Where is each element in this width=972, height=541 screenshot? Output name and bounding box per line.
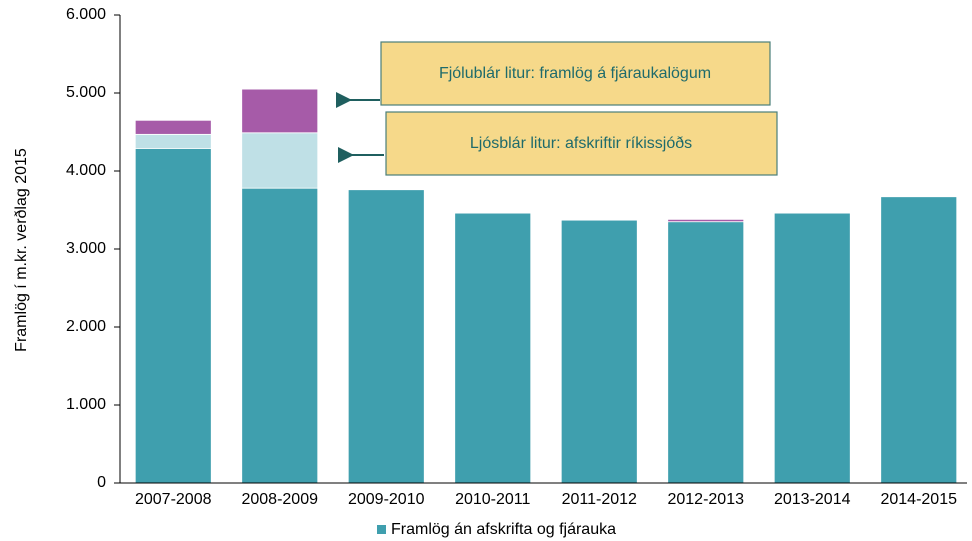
- x-tick-label: 2008-2009: [241, 491, 318, 508]
- annotation: Ljósblár litur: afskriftir ríkissjóðs: [470, 135, 692, 152]
- bar-segment: [667, 221, 745, 484]
- annotation-box: [380, 41, 771, 106]
- bar-segment: [241, 88, 319, 134]
- x-tick-label: 2010-2011: [455, 491, 530, 508]
- bar-segment: [241, 187, 319, 484]
- y-tick-label: 1.000: [66, 396, 106, 413]
- x-tick-label: 2011-2012: [562, 491, 637, 508]
- y-tick-label: 5.000: [66, 84, 106, 101]
- y-tick-label: 4.000: [66, 162, 106, 179]
- x-tick-label: 2012-2013: [667, 491, 744, 508]
- y-tick-label: 6.000: [66, 6, 106, 23]
- y-tick-label: 3.000: [66, 240, 106, 257]
- x-tick-label: 2009-2010: [348, 491, 425, 508]
- x-tick-label: 2014-2015: [880, 491, 957, 508]
- bar-segment: [667, 218, 745, 223]
- bar-segment: [560, 219, 638, 484]
- x-tick-label: 2007-2008: [135, 491, 212, 508]
- x-tick-label: 2013-2014: [774, 491, 851, 508]
- bar-segment: [134, 133, 212, 149]
- y-axis-label: Framlög í m.kr. verðlag 2015: [13, 148, 30, 352]
- bar-segment: [880, 196, 958, 484]
- y-tick-label: 2.000: [66, 318, 106, 335]
- bar-segment: [134, 147, 212, 484]
- y-tick-label: 0: [97, 474, 106, 491]
- bar-segment: [241, 132, 319, 189]
- legend-label: Framlög án afskrifta og fjárauka: [391, 521, 616, 538]
- bar-segment: [347, 189, 425, 484]
- legend-swatch: [377, 525, 386, 534]
- bar-segment: [134, 119, 212, 135]
- annotation: Fjólublár litur: framlög á fjáraukalögum: [439, 65, 711, 82]
- bar-segment: [454, 212, 532, 484]
- bar-segment: [773, 212, 851, 484]
- annotation-box: [385, 111, 778, 176]
